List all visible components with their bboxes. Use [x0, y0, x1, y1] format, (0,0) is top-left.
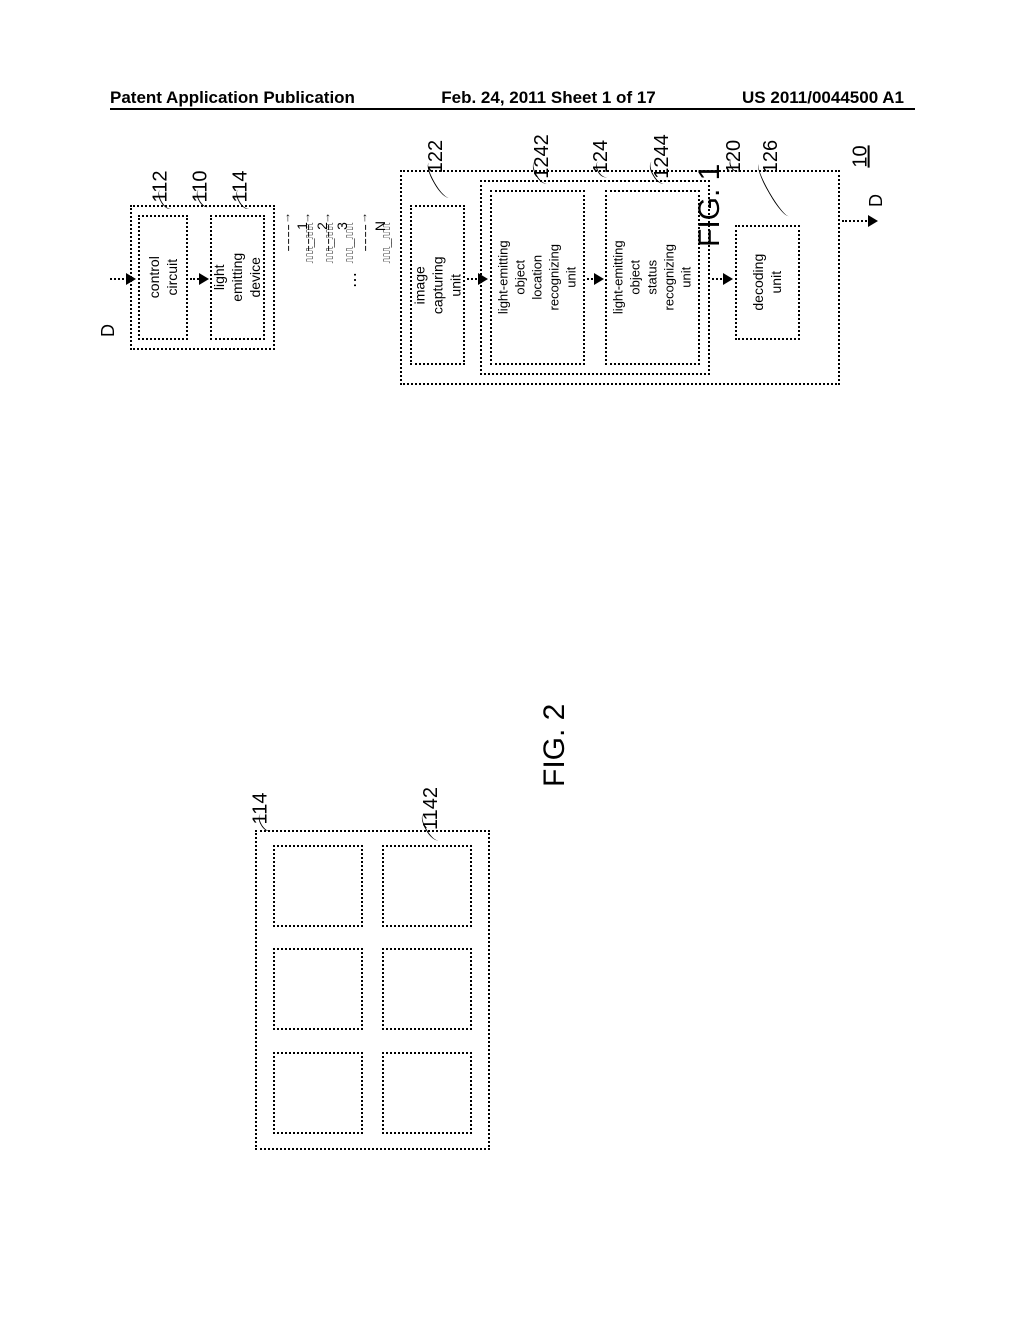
header-rule — [110, 108, 915, 110]
fig2-cell-1-1 — [382, 948, 472, 1030]
fig1-label: FIG. 1 — [693, 164, 727, 247]
arrow-4 — [712, 278, 732, 280]
wave-3: ⎍⎍⎍__⎍⎍⎍ — [344, 224, 355, 264]
block-light-emitting: lightemittingdevice — [210, 215, 265, 340]
arrow-d-out — [842, 220, 877, 222]
fig1-container: D controlcircuit lightemittingdevice 112… — [130, 150, 890, 550]
arrow-1 — [190, 278, 208, 280]
control-circuit-text: controlcircuit — [145, 256, 181, 298]
arrow-3 — [587, 278, 603, 280]
d-input-label: D — [98, 324, 119, 337]
wave-2: ⎍⎍⎍__⎍⎍⎍ — [324, 224, 335, 264]
fig2-cell-2-1 — [382, 1052, 472, 1134]
wave-N: ⎍⎍⎍__⎍⎍⎍ — [381, 224, 392, 264]
dash-arrow-N: ↑╎╎ — [362, 210, 369, 252]
fig2-cell-1-0 — [273, 948, 363, 1030]
arrow-d-in — [110, 278, 135, 280]
status-recognizing-text: light-emittingobjectstatusrecognizinguni… — [610, 241, 694, 315]
light-emitting-text: lightemittingdevice — [210, 253, 265, 302]
fig2-label: FIG. 2 — [538, 704, 572, 787]
fig2-cell-0-1 — [382, 845, 472, 927]
fig2-cell-0-0 — [273, 845, 363, 927]
image-capturing-text: imagecapturingunit — [410, 256, 465, 314]
ref-10: 10 — [850, 145, 873, 167]
header-left: Patent Application Publication — [110, 88, 355, 108]
page-header: Patent Application Publication Feb. 24, … — [0, 88, 1024, 108]
dots: ⋯ — [345, 272, 365, 288]
location-recognizing-text: light-emittingobjectlocationrecognizingu… — [495, 241, 579, 315]
d-output-label: D — [866, 194, 887, 207]
dash-arrow-1: ↑╎╎ — [285, 210, 292, 252]
block-decoding: decodingunit — [735, 225, 800, 340]
block-image-capturing: imagecapturingunit — [410, 205, 465, 365]
decoding-text: decodingunit — [749, 254, 785, 311]
header-center: Feb. 24, 2011 Sheet 1 of 17 — [441, 88, 656, 108]
arrow-2 — [467, 278, 487, 280]
header-right: US 2011/0044500 A1 — [742, 88, 904, 108]
fig2-container: 114 1142 — [255, 800, 490, 1130]
block-control-circuit: controlcircuit — [138, 215, 188, 340]
fig2-cell-2-0 — [273, 1052, 363, 1134]
wave-1: ⎍⎍⎍__⎍⎍⎍ — [304, 224, 315, 264]
block-status-recognizing: light-emittingobjectstatusrecognizinguni… — [605, 190, 700, 365]
block-location-recognizing: light-emittingobjectlocationrecognizingu… — [490, 190, 585, 365]
